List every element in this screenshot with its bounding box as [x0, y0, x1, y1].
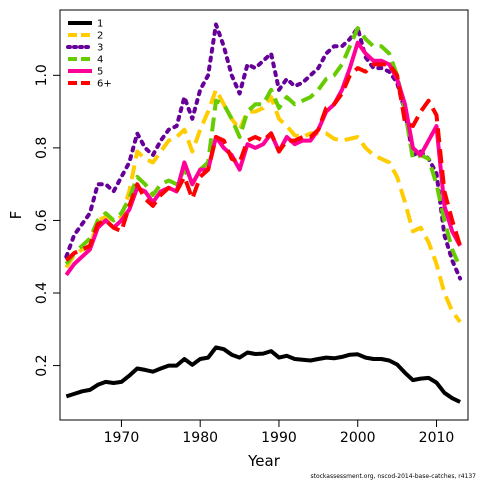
series-line-1 [65, 345, 461, 404]
y-tick-label: 0.6 [34, 209, 50, 231]
y-tick-label: 0.2 [34, 354, 50, 376]
legend-label-5: 5 [97, 67, 103, 78]
y-tick-label: 0.4 [34, 282, 50, 304]
y-tick-label: 1.0 [34, 64, 50, 86]
y-tick-label: 0.8 [34, 137, 50, 159]
x-axis-title: Year [247, 452, 281, 470]
series-line-5 [64, 40, 462, 277]
legend-label-4: 4 [97, 55, 103, 66]
legend-label-6: 6+ [97, 79, 112, 90]
x-tick-label: 1980 [182, 430, 218, 446]
x-tick-label: 2010 [419, 430, 455, 446]
series-line-3 [64, 22, 463, 281]
x-axis: 1970 1980 1990 2000 2010 [104, 419, 455, 446]
footnote: stockassessment.org, nscod-2014-base-cat… [310, 473, 476, 480]
series-line-6 [64, 62, 463, 262]
x-tick-label: 1990 [261, 430, 297, 446]
legend-label-1: 1 [97, 19, 103, 30]
legend-label-2: 2 [97, 31, 103, 42]
x-tick-label: 1970 [104, 430, 140, 446]
series-line-4 [64, 26, 462, 269]
y-axis-title: F [7, 211, 25, 220]
y-axis: 0.2 0.4 0.6 0.8 1.0 [34, 64, 61, 377]
x-tick-label: 2000 [340, 430, 376, 446]
legend-label-3: 3 [97, 43, 103, 54]
series-group [64, 22, 463, 404]
series-line-2 [64, 87, 462, 324]
